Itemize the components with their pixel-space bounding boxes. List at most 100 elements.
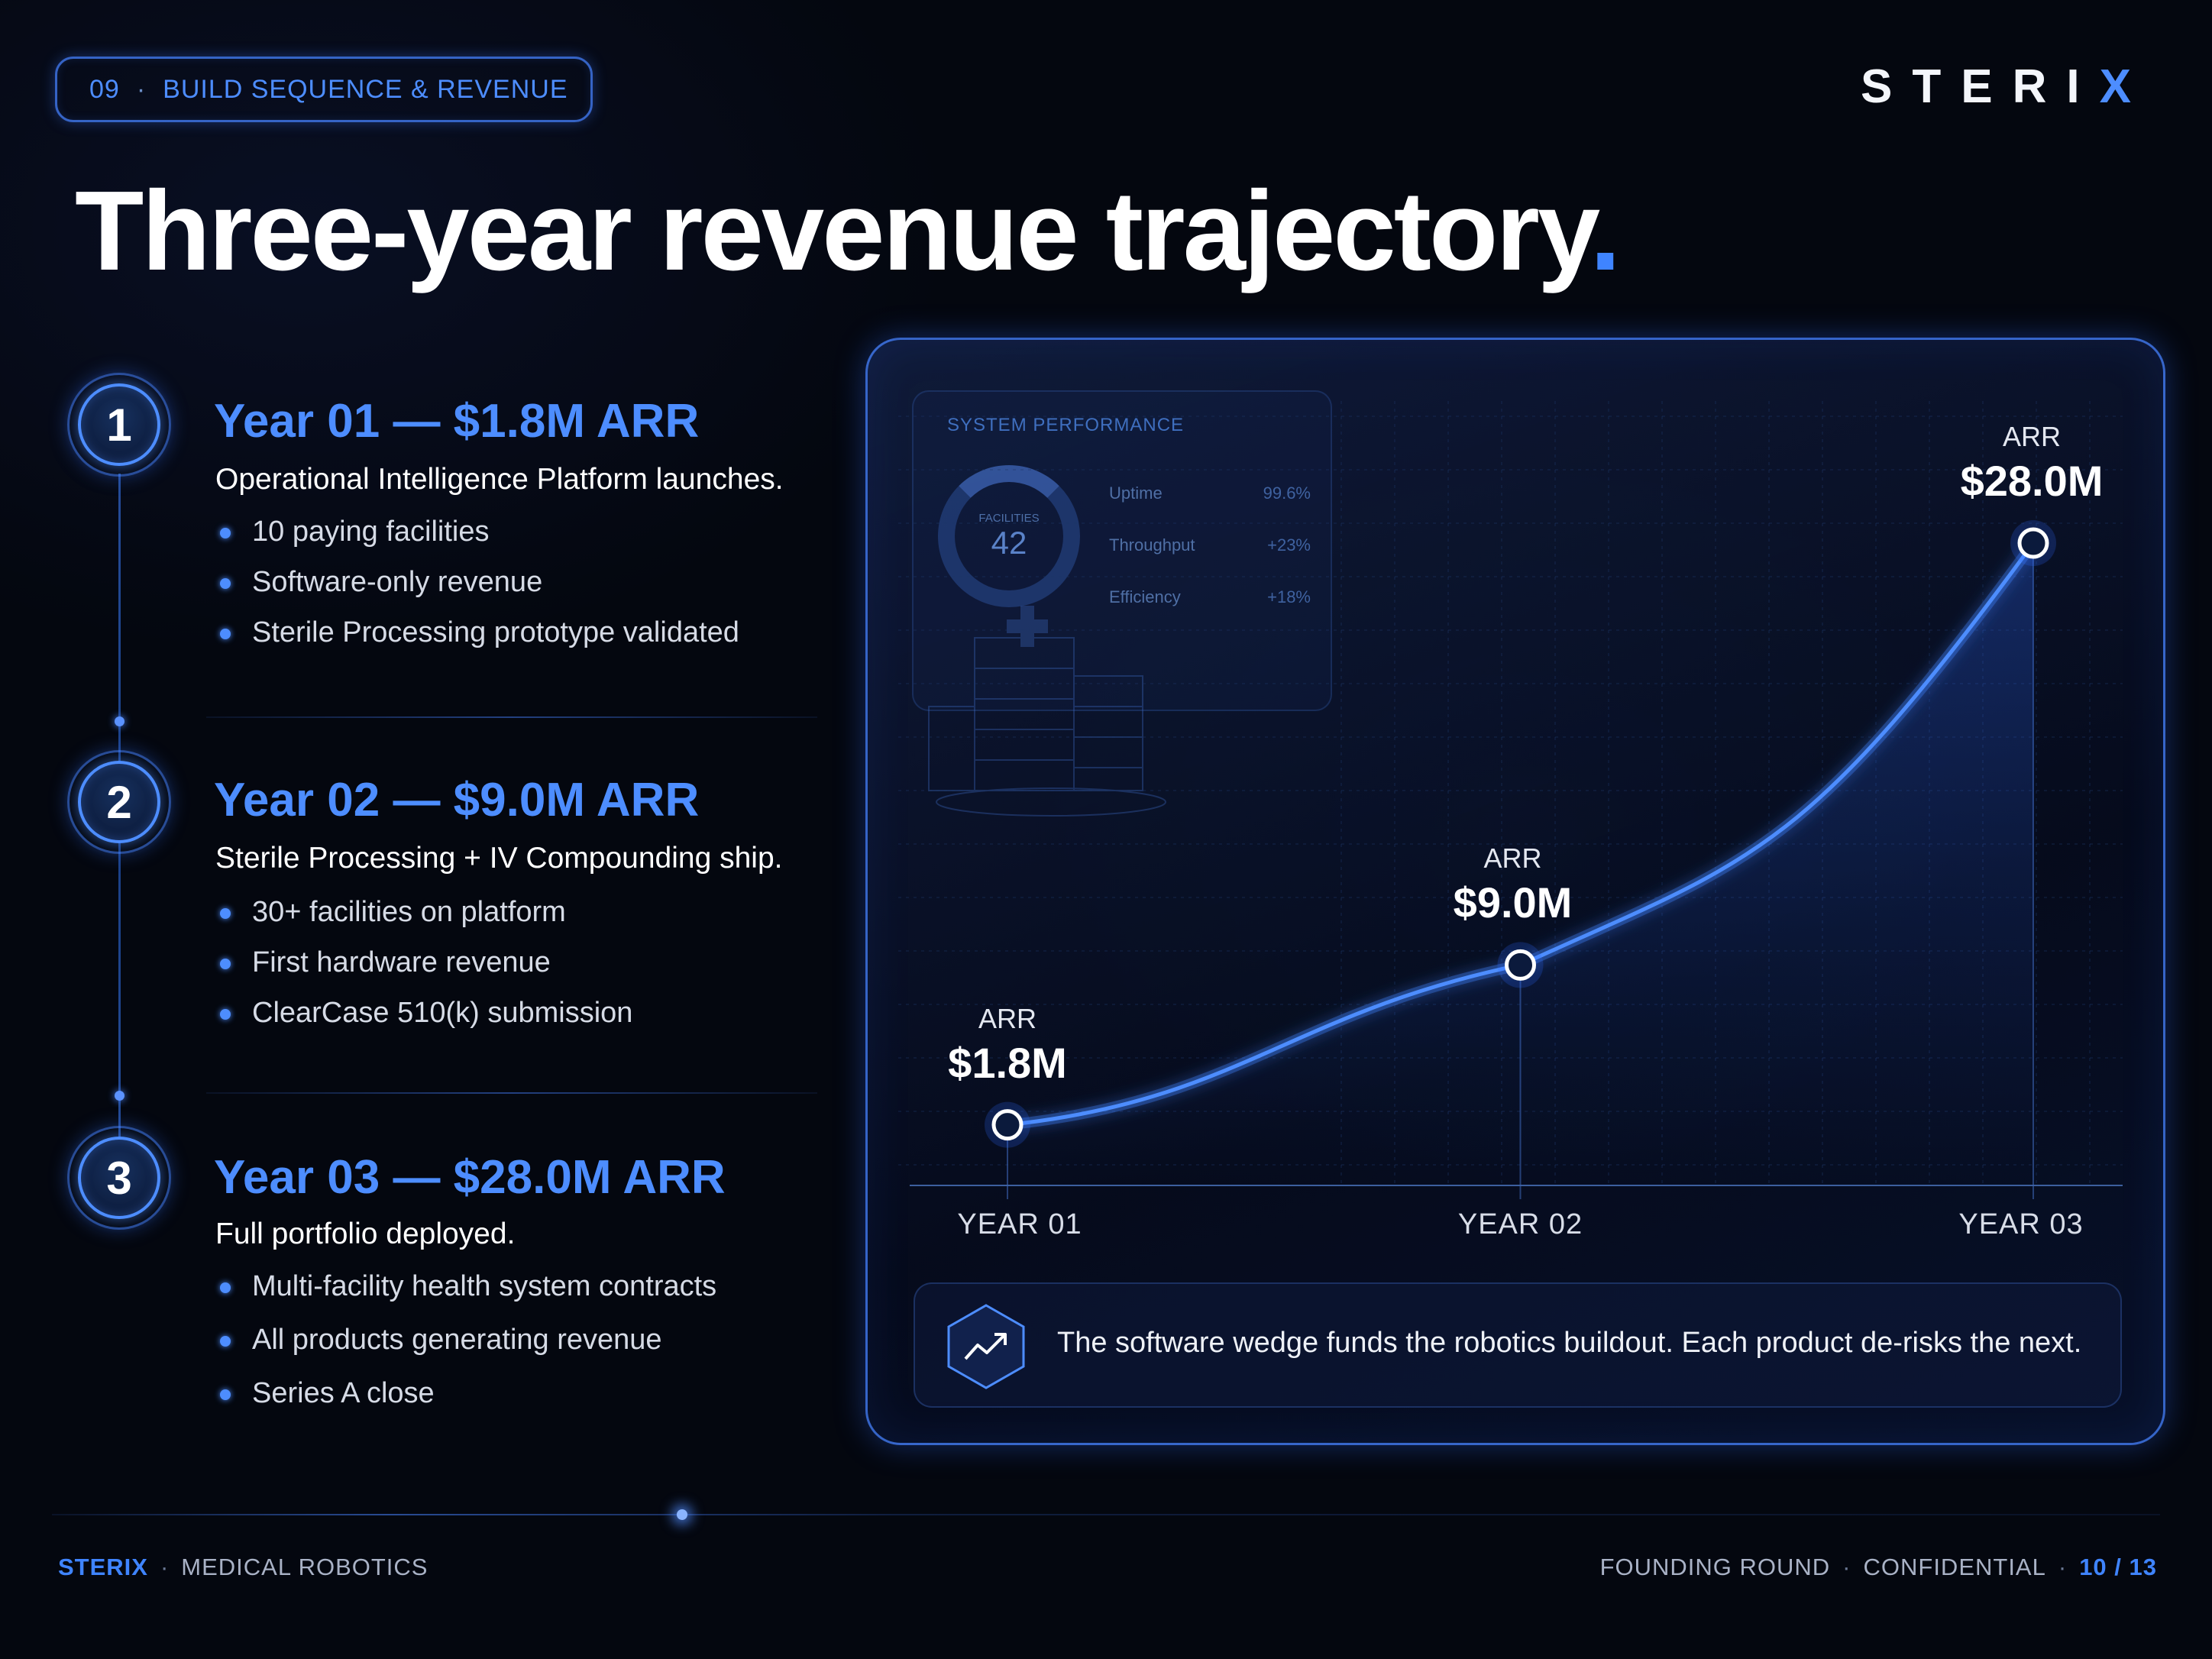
timeline-dot: [115, 716, 125, 726]
list-item: 10 paying facilities: [215, 509, 739, 559]
milestone-bullets: 10 paying facilities Software-only reven…: [215, 509, 739, 660]
bullet-text: 10 paying facilities: [252, 516, 490, 548]
page-number: 10 / 13: [2079, 1554, 2157, 1580]
milestone-title: Year 03 — $28.0M ARR: [214, 1151, 726, 1204]
milestone-title: Year 02 — $9.0M ARR: [214, 774, 700, 826]
bullet-icon: [220, 959, 231, 969]
step-number: 3: [78, 1137, 160, 1219]
bullet-icon: [220, 1336, 231, 1347]
footer-separator: ·: [2058, 1554, 2068, 1580]
section-tag: 09 · BUILD SEQUENCE & REVENUE: [55, 57, 593, 122]
metric-label: Efficiency: [1109, 587, 1181, 606]
bullet-icon: [220, 1389, 231, 1400]
brand-logo: STERIX: [1861, 60, 2151, 114]
footer-confidential: CONFIDENTIAL: [1863, 1554, 2046, 1580]
data-label-value: $9.0M: [1453, 878, 1573, 927]
logo-text: STERI: [1861, 60, 2100, 113]
footer-round: FOUNDING ROUND: [1599, 1554, 1831, 1580]
footer-brand: STERIX: [58, 1554, 148, 1580]
milestone-bullets: 30+ facilities on platform First hardwar…: [215, 889, 632, 1040]
step-badge: 1: [67, 373, 171, 477]
bullet-icon: [220, 908, 231, 919]
bullet-text: 30+ facilities on platform: [252, 896, 566, 928]
section-number: 09: [89, 74, 120, 104]
metric-row: Throughput +23%: [1109, 535, 1311, 555]
metric-row: Efficiency +18%: [1109, 587, 1311, 607]
bullet-text: Multi-facility health system contracts: [252, 1270, 717, 1302]
metric-value: 99.6%: [1263, 483, 1311, 503]
bullet-text: Software-only revenue: [252, 566, 543, 598]
list-item: ClearCase 510(k) submission: [215, 990, 632, 1040]
metric-row: Uptime 99.6%: [1109, 483, 1311, 503]
data-point: [991, 1109, 1024, 1141]
list-item: Multi-facility health system contracts: [215, 1263, 716, 1317]
data-point: [1505, 949, 1536, 981]
section-separator: ·: [136, 74, 147, 104]
bullet-icon: [220, 528, 231, 538]
list-item: Sterile Processing prototype validated: [215, 610, 739, 660]
footer-right: FOUNDING ROUND · CONFIDENTIAL · 10 / 13: [1600, 1554, 2157, 1581]
facilities-value: 42: [991, 524, 1027, 561]
data-label: ARR $1.8M: [948, 1003, 1067, 1088]
data-label-value: $1.8M: [948, 1038, 1067, 1087]
footer-left: STERIX · MEDICAL ROBOTICS: [58, 1554, 428, 1581]
system-performance-title: SYSTEM PERFORMANCE: [947, 415, 1185, 435]
list-item: First hardware revenue: [215, 939, 632, 990]
revenue-line-chart: [898, 401, 2123, 1199]
list-item: Software-only revenue: [215, 559, 739, 610]
logo-accent: X: [2099, 60, 2151, 113]
bullet-text: All products generating revenue: [252, 1324, 662, 1356]
milestone-divider: [206, 1092, 817, 1094]
bullet-icon: [220, 629, 231, 639]
data-points: [985, 520, 2056, 1148]
facilities-label: FACILITIES: [978, 511, 1040, 525]
bullet-text: First hardware revenue: [252, 946, 551, 978]
data-point: [2017, 527, 2049, 559]
insight-callout: The software wedge funds the robotics bu…: [914, 1282, 2122, 1408]
bullet-icon: [220, 578, 231, 589]
milestone-title: Year 01 — $1.8M ARR: [214, 395, 700, 448]
revenue-chart-panel: SYSTEM PERFORMANCE FACILITIES 42 Uptime 9…: [865, 338, 2165, 1445]
step-badge: 3: [67, 1126, 171, 1230]
bullet-icon: [220, 1009, 231, 1020]
x-tick-label: YEAR 02: [1457, 1208, 1583, 1240]
milestone-subtitle: Operational Intelligence Platform launch…: [215, 463, 784, 496]
list-item: All products generating revenue: [215, 1317, 716, 1370]
step-number: 2: [78, 761, 160, 843]
data-label-caption: ARR: [2002, 421, 2062, 453]
trend-up-icon: [947, 1304, 1025, 1389]
data-label-caption: ARR: [1483, 842, 1542, 875]
bullet-text: Sterile Processing prototype validated: [252, 616, 739, 648]
footer-glow-dot: [677, 1509, 687, 1520]
data-label-caption: ARR: [978, 1002, 1037, 1034]
section-title: BUILD SEQUENCE & REVENUE: [163, 74, 568, 104]
system-performance-card: SYSTEM PERFORMANCE FACILITIES 42 Uptime 9…: [912, 390, 1332, 711]
step-badge: 2: [67, 750, 171, 854]
bullet-text: ClearCase 510(k) submission: [252, 997, 633, 1029]
milestone-subtitle: Full portfolio deployed.: [215, 1218, 516, 1250]
data-label: ARR $9.0M: [1454, 842, 1573, 927]
page-title-text: Three-year revenue trajectory: [75, 168, 1592, 294]
x-tick-label: YEAR 03: [1958, 1208, 2084, 1240]
milestone-subtitle: Sterile Processing + IV Compounding ship…: [215, 842, 783, 875]
list-item: Series A close: [215, 1370, 716, 1424]
metric-value: +18%: [1267, 587, 1311, 606]
step-number: 1: [78, 383, 160, 466]
data-label: ARR $28.0M: [1961, 421, 2104, 506]
bullet-icon: [220, 1282, 231, 1293]
metric-value: +23%: [1267, 535, 1311, 555]
metric-label: Uptime: [1109, 483, 1163, 503]
footer-tagline: MEDICAL ROBOTICS: [181, 1554, 428, 1580]
footer-separator: ·: [1842, 1554, 1851, 1580]
page-title: Three-year revenue trajectory.: [75, 167, 1621, 296]
footer-divider: [52, 1514, 2160, 1515]
milestone-divider: [206, 716, 817, 718]
bullet-text: Series A close: [252, 1377, 435, 1409]
x-tick-label: YEAR 01: [957, 1208, 1082, 1240]
insight-text: The software wedge funds the robotics bu…: [1057, 1327, 2082, 1359]
milestone-bullets: Multi-facility health system contracts A…: [215, 1263, 716, 1424]
series-area: [1007, 543, 2033, 1185]
footer-separator: ·: [160, 1554, 170, 1580]
page-title-accent: .: [1589, 168, 1621, 294]
